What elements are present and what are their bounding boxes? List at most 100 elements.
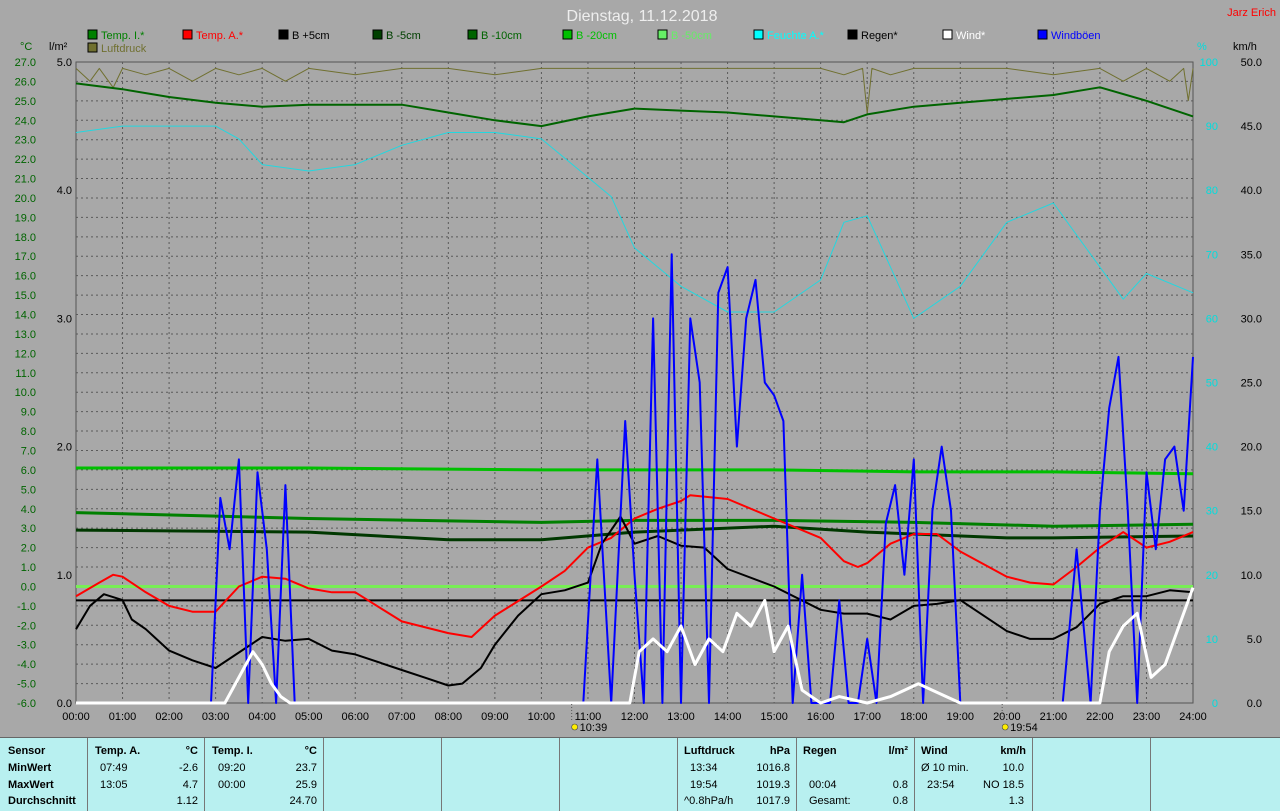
temp-tick-label: 17.0 bbox=[15, 251, 36, 263]
humidity-tick-label: 90 bbox=[1206, 121, 1218, 133]
x-tick-label: 16:00 bbox=[807, 711, 835, 723]
x-tick-label: 07:00 bbox=[388, 711, 416, 723]
x-tick-label: 05:00 bbox=[295, 711, 323, 723]
luftdruck-avg: 1017.9 bbox=[756, 795, 790, 807]
wind-tick-label: 15.0 bbox=[1241, 506, 1262, 518]
series-line bbox=[75, 515, 1194, 687]
unit-humidity: % bbox=[1197, 41, 1207, 53]
wind-tick-label: 25.0 bbox=[1241, 378, 1262, 390]
humidity-tick-label: 40 bbox=[1206, 442, 1218, 454]
row-avg-label: Durchschnitt bbox=[8, 795, 76, 807]
wind-tick-label: 40.0 bbox=[1241, 185, 1262, 197]
col-empty-2 bbox=[442, 738, 560, 811]
unit-wind: km/h bbox=[1233, 41, 1257, 53]
regen-total-label: Gesamt: bbox=[809, 795, 851, 807]
x-tick-label: 23:00 bbox=[1133, 711, 1161, 723]
stats-table: Sensor MinWert MaxWert Durchschnitt Temp… bbox=[0, 737, 1280, 811]
wind-tick-label: 20.0 bbox=[1241, 442, 1262, 454]
wind-avg10: 10.0 bbox=[1002, 762, 1024, 774]
col-sensor: Sensor MinWert MaxWert Durchschnitt bbox=[0, 738, 88, 811]
series-line bbox=[76, 587, 1195, 705]
temp-i-max-time: 00:00 bbox=[218, 779, 246, 791]
x-tick-label: 22:00 bbox=[1086, 711, 1114, 723]
x-tick-label: 13:00 bbox=[667, 711, 695, 723]
rain-tick-label: 3.0 bbox=[57, 313, 72, 325]
temp-a-min: -2.6 bbox=[179, 762, 198, 774]
humidity-tick-label: 80 bbox=[1206, 185, 1218, 197]
humidity-tick-label: 20 bbox=[1206, 570, 1218, 582]
legend-swatch bbox=[753, 29, 764, 40]
temp-tick-label: 14.0 bbox=[15, 310, 36, 322]
x-tick-label: 03:00 bbox=[202, 711, 230, 723]
legend-label: Luftdruck bbox=[101, 43, 147, 55]
temp-tick-label: -2.0 bbox=[17, 620, 36, 632]
temp-i-min: 23.7 bbox=[295, 762, 317, 774]
x-tick-label: 06:00 bbox=[341, 711, 369, 723]
rain-tick-label: 4.0 bbox=[57, 185, 72, 197]
temp-i-min-time: 09:20 bbox=[218, 762, 246, 774]
temp-tick-label: -1.0 bbox=[17, 601, 36, 613]
humidity-tick-label: 70 bbox=[1206, 249, 1218, 261]
legend-swatch bbox=[87, 29, 98, 40]
x-tick-label: 08:00 bbox=[435, 711, 463, 723]
temp-a-avg: 1.12 bbox=[176, 795, 198, 807]
temp-tick-label: -5.0 bbox=[17, 679, 36, 691]
chart-title: Dienstag, 11.12.2018 bbox=[567, 8, 718, 25]
rain-tick-label: 0.0 bbox=[57, 698, 72, 710]
wind-max-time: 23:54 bbox=[927, 779, 955, 791]
temp-tick-label: 3.0 bbox=[21, 523, 36, 535]
regen-header: Regen bbox=[803, 745, 837, 757]
x-tick-label: 17:00 bbox=[853, 711, 881, 723]
x-tick-label: 00:00 bbox=[62, 711, 90, 723]
legend-swatch bbox=[1037, 29, 1048, 40]
legend-label: B +5cm bbox=[292, 30, 330, 42]
humidity-tick-label: 30 bbox=[1206, 506, 1218, 518]
series-line bbox=[75, 82, 1194, 128]
temp-tick-label: 26.0 bbox=[15, 76, 36, 88]
luftdruck-header: Luftdruck bbox=[684, 745, 735, 757]
luftdruck-max: 1019.3 bbox=[756, 779, 790, 791]
temp-tick-label: 11.0 bbox=[15, 368, 36, 380]
legend-label: B -50cm bbox=[671, 30, 712, 42]
legend-swatch bbox=[562, 29, 573, 40]
legend-label: Temp. A.* bbox=[196, 30, 244, 42]
luftdruck-unit: hPa bbox=[769, 745, 790, 757]
legend-label: Temp. I.* bbox=[101, 30, 145, 42]
x-tick-label: 09:00 bbox=[481, 711, 509, 723]
wind-max: NO 18.5 bbox=[983, 779, 1024, 791]
temp-tick-label: 4.0 bbox=[21, 504, 36, 516]
temp-tick-label: 1.0 bbox=[21, 562, 36, 574]
wind-tick-label: 35.0 bbox=[1241, 249, 1262, 261]
wind-tick-label: 30.0 bbox=[1241, 313, 1262, 325]
temp-tick-label: 9.0 bbox=[21, 407, 36, 419]
temp-tick-label: 13.0 bbox=[15, 329, 36, 341]
temp-a-min-time: 07:49 bbox=[100, 762, 128, 774]
temp-i-avg: 24.70 bbox=[289, 795, 317, 807]
col-temp-i: Temp. I. °C 09:20 23.7 00:00 25.9 24.70 bbox=[205, 738, 324, 811]
temp-tick-label: 12.0 bbox=[15, 348, 36, 360]
humidity-tick-label: 60 bbox=[1206, 313, 1218, 325]
sunrise-icon bbox=[571, 723, 578, 731]
x-tick-label: 02:00 bbox=[155, 711, 183, 723]
legend-swatch bbox=[87, 42, 98, 53]
luftdruck-max-time: 19:54 bbox=[690, 779, 718, 791]
legend-label: Wind* bbox=[956, 30, 986, 42]
temp-a-max-time: 13:05 bbox=[100, 779, 128, 791]
temp-a-max: 4.7 bbox=[182, 779, 198, 791]
x-tick-label: 20:00 bbox=[993, 711, 1021, 723]
legend-swatch bbox=[467, 29, 478, 40]
wind-unit: km/h bbox=[1000, 745, 1026, 757]
series-line bbox=[75, 125, 1194, 319]
x-tick-label: 12:00 bbox=[621, 711, 649, 723]
unit-rain: l/m² bbox=[49, 41, 68, 53]
temp-tick-label: 25.0 bbox=[15, 96, 36, 108]
luftdruck-min-time: 13:34 bbox=[690, 762, 718, 774]
legend-label: B -10cm bbox=[481, 30, 522, 42]
series-line bbox=[76, 466, 1194, 476]
temp-tick-label: 21.0 bbox=[15, 174, 36, 186]
x-tick-label: 04:00 bbox=[248, 711, 276, 723]
col-empty-4 bbox=[1033, 738, 1151, 811]
wind-tick-label: 0.0 bbox=[1247, 698, 1262, 710]
regen-max-time: 00:04 bbox=[809, 779, 837, 791]
wind-tick-label: 10.0 bbox=[1241, 570, 1262, 582]
